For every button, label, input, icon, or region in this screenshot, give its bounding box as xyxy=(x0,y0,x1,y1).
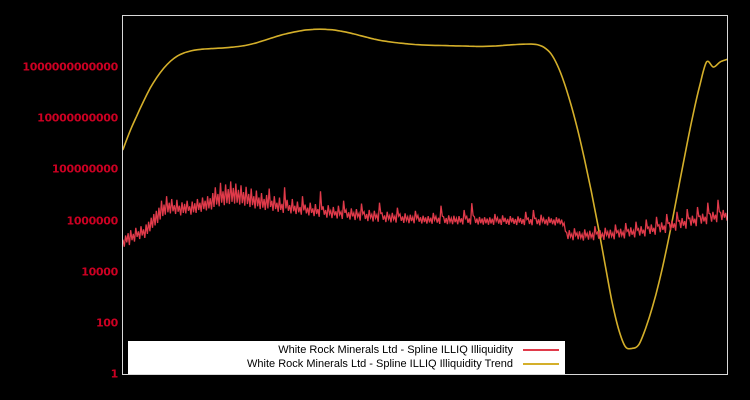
y-axis-tick-5: 100 xyxy=(95,316,118,330)
legend-item-trend: White Rock Minerals Ltd - Spline ILLIQ I… xyxy=(128,357,565,371)
y-axis-tick-3: 1000000 xyxy=(66,214,119,228)
legend-swatch-trend xyxy=(523,363,559,365)
series-line-trend xyxy=(123,28,727,350)
legend-item-illiquidity: White Rock Minerals Ltd - Spline ILLIQ I… xyxy=(128,343,565,357)
series-line-illiquidity xyxy=(123,181,727,247)
y-axis-tick-6: 1 xyxy=(110,367,119,381)
chart-legend: White Rock Minerals Ltd - Spline ILLIQ I… xyxy=(128,341,565,374)
legend-label-trend: White Rock Minerals Ltd - Spline ILLIQ I… xyxy=(247,358,513,370)
y-axis-tick-1: 10000000000 xyxy=(37,111,118,125)
plot-svg xyxy=(123,28,727,350)
legend-swatch-illiquidity xyxy=(523,349,559,351)
y-axis-tick-0: 1000000000000 xyxy=(22,60,118,74)
y-axis-tick-2: 100000000 xyxy=(51,162,118,176)
y-axis-tick-4: 10000 xyxy=(81,265,118,279)
plot-area xyxy=(122,15,728,375)
legend-label-illiquidity: White Rock Minerals Ltd - Spline ILLIQ I… xyxy=(278,344,513,356)
